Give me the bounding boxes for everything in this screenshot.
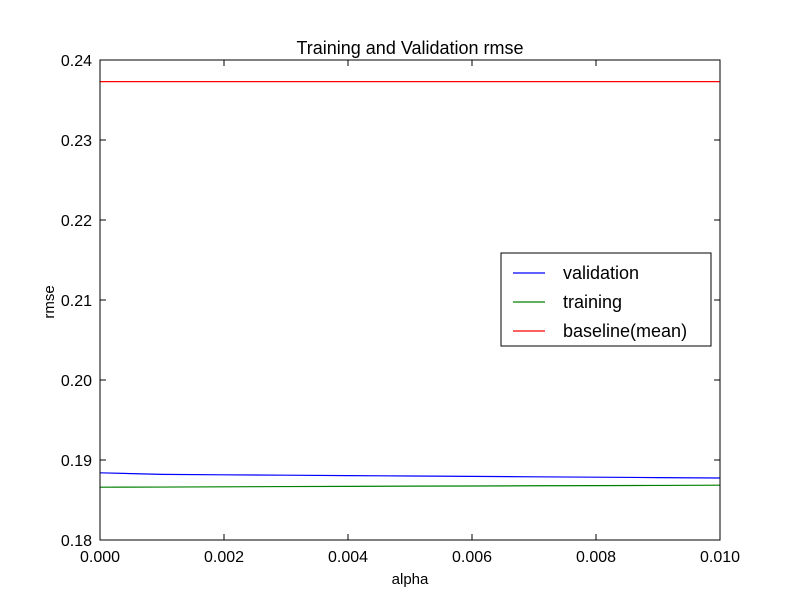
y-tick-label: 0.23 bbox=[61, 133, 92, 150]
y-tick-label: 0.19 bbox=[61, 453, 92, 470]
y-tick-label: 0.24 bbox=[61, 53, 92, 70]
legend-entry-label: validation bbox=[563, 263, 639, 283]
legend-entry-label: training bbox=[563, 292, 622, 312]
y-axis-label: rmse bbox=[41, 285, 58, 318]
series-line-training bbox=[99, 484, 721, 488]
y-tick-label: 0.18 bbox=[61, 533, 92, 550]
chart-title: Training and Validation rmse bbox=[296, 38, 523, 58]
x-tick-label: 0.000 bbox=[80, 549, 120, 566]
y-axis: 0.18 0.19 0.20 0.21 0.22 0.23 0.24 bbox=[61, 53, 720, 550]
plot-area bbox=[99, 80, 721, 488]
x-axis: 0.000 0.002 0.004 0.006 0.008 0.010 bbox=[80, 60, 740, 566]
series-line-validation bbox=[99, 472, 721, 479]
y-tick-label: 0.20 bbox=[61, 373, 92, 390]
y-tick-label: 0.21 bbox=[61, 293, 92, 310]
x-tick-label: 0.004 bbox=[328, 549, 368, 566]
x-tick-label: 0.008 bbox=[576, 549, 616, 566]
x-tick-label: 0.010 bbox=[700, 549, 740, 566]
y-tick-label: 0.22 bbox=[61, 213, 92, 230]
x-tick-label: 0.002 bbox=[204, 549, 244, 566]
x-tick-label: 0.006 bbox=[452, 549, 492, 566]
legend-entry-label: baseline(mean) bbox=[563, 321, 687, 341]
x-axis-label: alpha bbox=[392, 571, 429, 588]
legend: validation training baseline(mean) bbox=[500, 252, 712, 347]
